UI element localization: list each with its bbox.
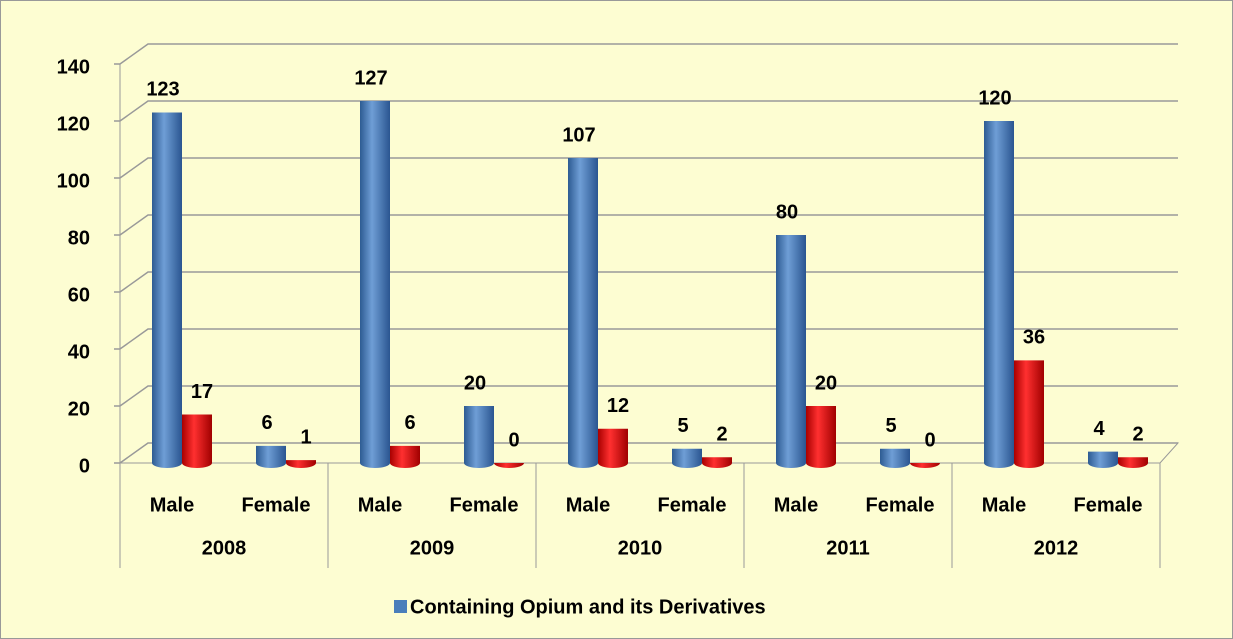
bar: [598, 423, 628, 468]
bar: [910, 458, 940, 468]
grid-line: [114, 385, 1178, 407]
bar: [286, 455, 316, 468]
grid-line: [114, 157, 1178, 179]
y-tick-label: 100: [57, 170, 90, 192]
bar: [1088, 446, 1118, 468]
data-label: 12: [607, 395, 629, 417]
data-label: 0: [508, 429, 519, 451]
x-tick-label: Female: [658, 494, 727, 516]
y-tick-label: 80: [68, 227, 90, 249]
bar: [880, 443, 910, 468]
y-tick-label: 140: [57, 56, 90, 78]
data-label: 5: [885, 415, 896, 437]
x-tick-label: Male: [150, 494, 194, 516]
data-label: 6: [261, 412, 272, 434]
bar: [1014, 355, 1044, 468]
bar: [672, 443, 702, 468]
data-label: 4: [1093, 418, 1105, 440]
data-label: 2: [716, 424, 727, 446]
grid-line: [114, 328, 1178, 350]
group-label: 2009: [410, 537, 455, 559]
legend-swatch: [394, 600, 407, 613]
y-tick-label: 120: [57, 113, 90, 135]
bar: [256, 440, 286, 468]
data-label: 2: [1132, 424, 1143, 446]
x-tick-label: Female: [242, 494, 311, 516]
data-label: 6: [404, 412, 415, 434]
bar: [568, 153, 598, 469]
data-label: 5: [677, 415, 688, 437]
grid-line: [114, 43, 1178, 65]
y-tick-label: 0: [79, 455, 90, 477]
group-label: 2008: [202, 537, 247, 559]
bar: [984, 116, 1014, 468]
data-label: 123: [146, 79, 179, 101]
data-label: 0: [924, 429, 935, 451]
data-label: 36: [1023, 327, 1045, 349]
data-label: 1: [300, 426, 311, 448]
group-label: 2012: [1034, 537, 1079, 559]
x-tick-label: Female: [866, 494, 935, 516]
grid-line: [114, 442, 1178, 464]
bar: [806, 401, 836, 468]
data-label: 80: [776, 201, 798, 223]
y-tick-label: 40: [68, 341, 90, 363]
group-label: 2011: [826, 537, 869, 559]
grid-line: [114, 271, 1178, 293]
bar: [1118, 452, 1148, 468]
x-tick-label: Female: [1074, 494, 1143, 516]
group-label: 2010: [618, 537, 663, 559]
grid-line: [114, 214, 1178, 236]
x-tick-label: Male: [982, 494, 1026, 516]
y-tick-label: 20: [68, 398, 90, 420]
data-label: 20: [815, 372, 837, 394]
x-tick-label: Male: [774, 494, 818, 516]
x-tick-label: Male: [566, 494, 610, 516]
grid-line: [114, 100, 1178, 122]
bar: [182, 409, 212, 468]
data-label: 127: [354, 67, 387, 89]
x-tick-label: Male: [358, 494, 402, 516]
bar: [152, 107, 182, 468]
bar: [776, 230, 806, 468]
bar: [702, 452, 732, 468]
legend-label: Containing Opium and its Derivatives: [410, 596, 766, 618]
x-tick-label: Female: [450, 494, 519, 516]
data-label: 120: [978, 87, 1011, 109]
data-label: 107: [562, 124, 595, 146]
y-tick-label: 60: [68, 284, 90, 306]
bar: [494, 458, 524, 468]
bar: [390, 440, 420, 468]
bar: [360, 96, 390, 469]
bar: [464, 401, 494, 468]
data-label: 20: [464, 372, 486, 394]
data-label: 17: [191, 381, 213, 403]
